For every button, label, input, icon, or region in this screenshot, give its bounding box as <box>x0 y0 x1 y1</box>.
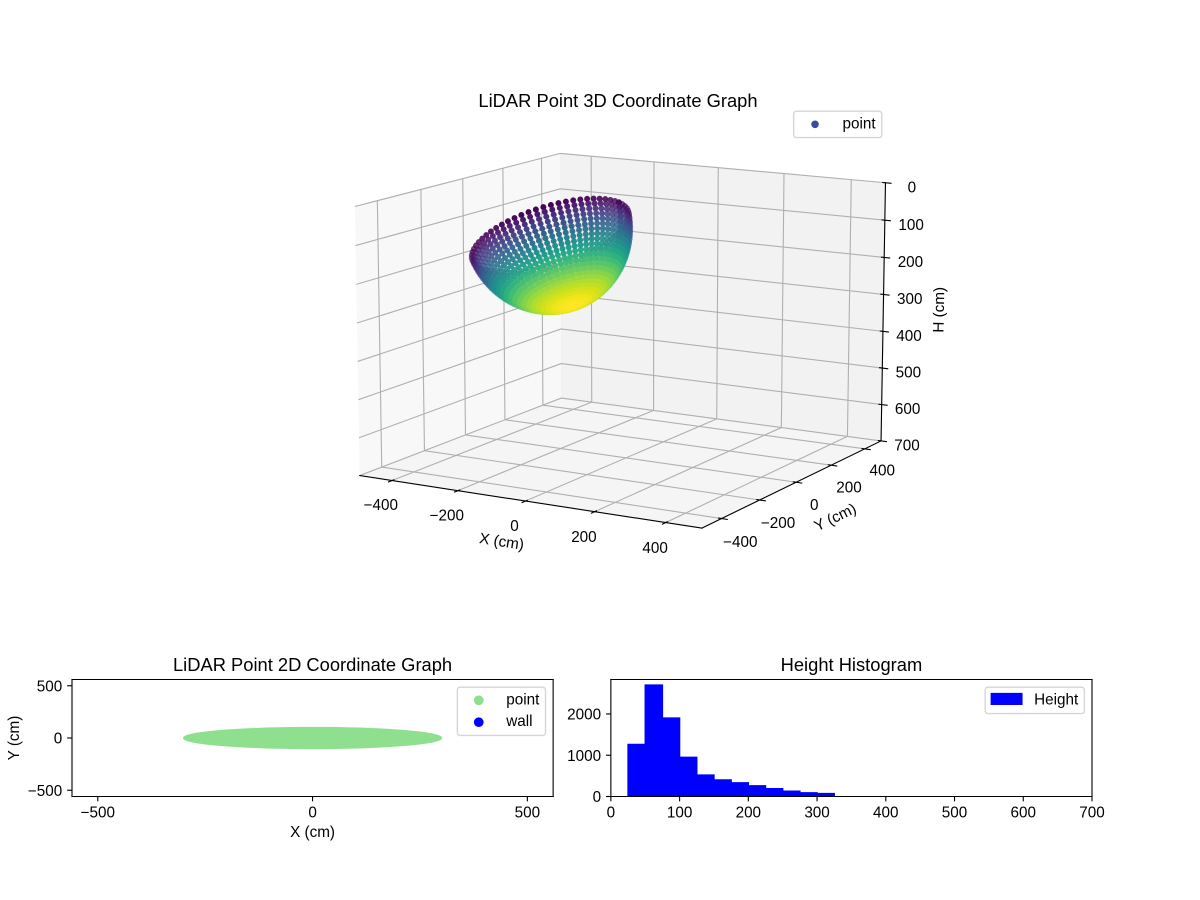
svg-text:400: 400 <box>896 328 921 345</box>
svg-text:100: 100 <box>667 804 692 821</box>
svg-text:100: 100 <box>898 217 923 234</box>
svg-text:200: 200 <box>898 254 923 271</box>
svg-text:500: 500 <box>515 804 540 821</box>
svg-text:700: 700 <box>894 437 919 454</box>
svg-text:Height: Height <box>1034 691 1079 708</box>
svg-text:500: 500 <box>37 678 62 695</box>
svg-text:1000: 1000 <box>567 748 601 765</box>
svg-text:point: point <box>843 115 877 132</box>
svg-text:0: 0 <box>54 731 63 748</box>
svg-text:0: 0 <box>510 518 518 535</box>
svg-text:700: 700 <box>1079 804 1104 821</box>
svg-text:0: 0 <box>908 180 917 197</box>
svg-text:400: 400 <box>873 804 898 821</box>
svg-text:300: 300 <box>804 804 829 821</box>
svg-text:0: 0 <box>810 497 819 514</box>
svg-text:600: 600 <box>1011 804 1036 821</box>
svg-text:point: point <box>506 691 540 708</box>
svg-text:X (cm): X (cm) <box>290 824 335 841</box>
svg-text:Height Histogram: Height Histogram <box>781 654 923 675</box>
svg-text:500: 500 <box>896 365 921 382</box>
svg-text:LiDAR Point 2D Coordinate Grap: LiDAR Point 2D Coordinate Graph <box>173 654 452 675</box>
svg-text:−200: −200 <box>430 507 464 524</box>
svg-text:400: 400 <box>870 463 895 480</box>
svg-text:Y (cm): Y (cm) <box>6 716 23 761</box>
svg-text:600: 600 <box>895 401 920 418</box>
svg-text:−200: −200 <box>761 515 795 532</box>
svg-text:2000: 2000 <box>567 706 601 723</box>
svg-text:wall: wall <box>505 713 532 730</box>
svg-text:−500: −500 <box>28 783 62 800</box>
svg-text:−400: −400 <box>723 534 757 551</box>
svg-text:−500: −500 <box>81 804 115 821</box>
svg-text:0: 0 <box>593 789 602 806</box>
svg-text:200: 200 <box>736 804 761 821</box>
svg-text:H (cm): H (cm) <box>930 287 948 333</box>
svg-text:500: 500 <box>942 804 967 821</box>
svg-text:0: 0 <box>308 804 317 821</box>
svg-text:300: 300 <box>897 291 922 308</box>
svg-text:−400: −400 <box>364 497 398 514</box>
svg-text:LiDAR Point 3D Coordinate Grap: LiDAR Point 3D Coordinate Graph <box>478 90 757 111</box>
svg-text:0: 0 <box>607 804 616 821</box>
svg-text:400: 400 <box>642 540 667 557</box>
svg-text:200: 200 <box>571 529 596 546</box>
svg-text:200: 200 <box>836 479 861 496</box>
